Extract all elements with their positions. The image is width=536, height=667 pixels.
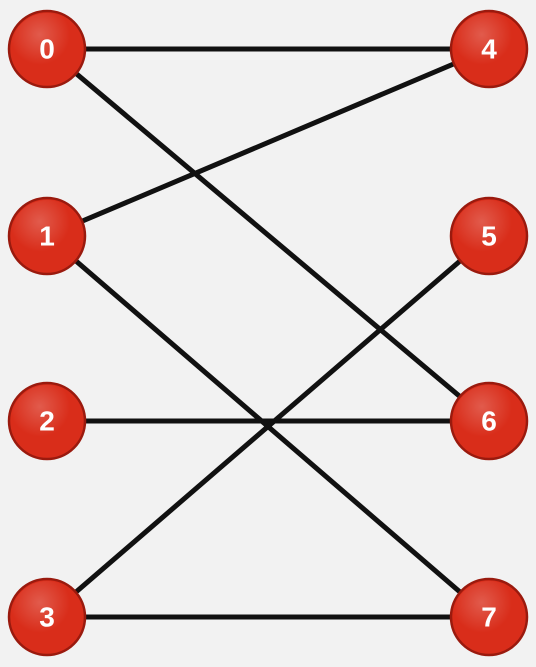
node-7: 7 <box>449 577 529 657</box>
node-0: 0 <box>7 9 87 89</box>
node-2: 2 <box>7 381 87 461</box>
edge-1-4 <box>44 46 492 239</box>
node-highlight-4 <box>453 13 525 85</box>
node-5: 5 <box>449 196 529 276</box>
node-label-0: 0 <box>39 34 55 65</box>
node-highlight-3 <box>11 581 83 653</box>
node-label-1: 1 <box>39 221 55 252</box>
node-highlight-2 <box>11 385 83 457</box>
edges-layer <box>44 46 492 620</box>
node-label-6: 6 <box>481 406 497 437</box>
edge-3-5 <box>44 233 492 620</box>
node-6: 6 <box>449 381 529 461</box>
node-highlight-0 <box>11 13 83 85</box>
node-label-5: 5 <box>481 221 497 252</box>
node-4: 4 <box>449 9 529 89</box>
node-label-7: 7 <box>481 602 497 633</box>
node-3: 3 <box>7 577 87 657</box>
node-label-2: 2 <box>39 406 55 437</box>
node-highlight-6 <box>453 385 525 457</box>
nodes-layer: 0 1 2 3 4 5 6 7 <box>7 9 529 657</box>
node-highlight-7 <box>453 581 525 653</box>
node-1: 1 <box>7 196 87 276</box>
node-label-4: 4 <box>481 34 497 65</box>
node-highlight-1 <box>11 200 83 272</box>
edge-0-6 <box>44 46 492 424</box>
node-highlight-5 <box>453 200 525 272</box>
node-label-3: 3 <box>39 602 55 633</box>
